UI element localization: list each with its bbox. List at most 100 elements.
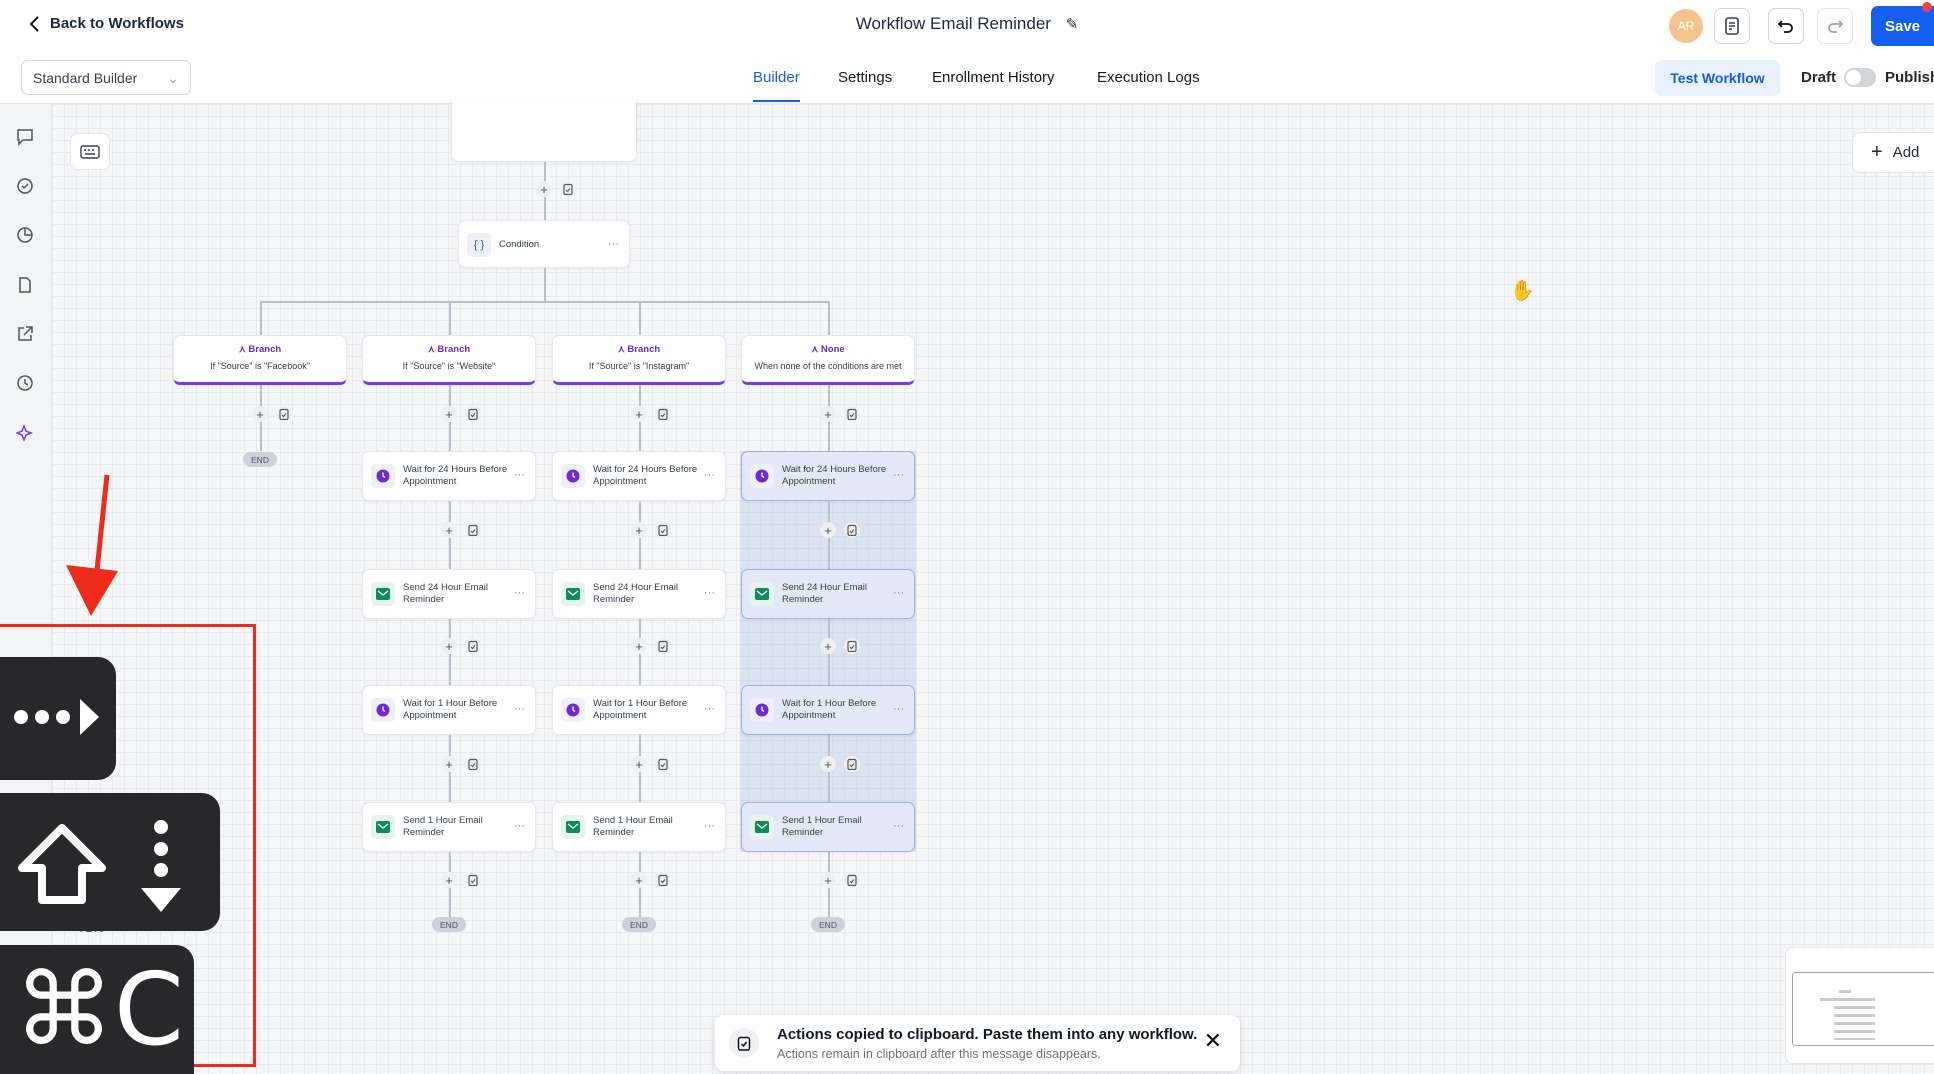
add-step-button[interactable]: + [441,756,457,772]
add-step-button[interactable]: + [631,406,647,422]
wait-step-node[interactable]: Wait for 24 Hours Before Appointment ··· [362,451,536,501]
tab-settings[interactable]: Settings [838,69,893,86]
back-to-workflows-link[interactable]: Back to Workflows [28,15,184,32]
more-options-icon[interactable]: ··· [514,703,525,715]
more-options-icon[interactable]: ··· [704,469,715,481]
step-label: Wait for 24 Hours Before Appointment [593,464,698,487]
file-icon[interactable] [10,270,40,300]
wait-step-node[interactable]: Wait for 1 Hour Before Appointment ··· [552,685,726,735]
close-icon[interactable]: ✕ [1203,1028,1222,1053]
wait-step-node[interactable]: Wait for 1 Hour Before Appointment ··· [741,685,915,735]
paste-clipboard-button[interactable] [844,522,860,538]
more-options-icon[interactable]: ··· [704,820,715,832]
paste-clipboard-button[interactable] [655,756,671,772]
email-step-node[interactable]: Send 1 Hour Email Reminder ··· [552,802,726,852]
connector-line [828,301,830,335]
wait-step-node[interactable]: Wait for 24 Hours Before Appointment ··· [552,451,726,501]
more-options-icon[interactable]: ··· [704,703,715,715]
wait-step-node[interactable]: Wait for 1 Hour Before Appointment ··· [362,685,536,735]
paste-clipboard-button[interactable] [844,638,860,654]
branch-node[interactable]: ⋏ Branch If "Source" is "Facebook" [173,335,347,385]
clipboard-icon [658,758,668,770]
minimap-viewport[interactable] [1792,972,1934,1046]
paste-clipboard-button[interactable] [465,872,481,888]
more-options-icon[interactable]: ··· [514,469,525,481]
paste-clipboard-button[interactable] [844,872,860,888]
cmd-c-icon: ⌘C [14,951,184,1068]
more-options-icon[interactable]: ··· [608,238,619,250]
redo-button[interactable] [1817,8,1853,44]
pie-chart-icon[interactable] [10,220,40,250]
add-step-button[interactable]: + [441,638,457,654]
test-workflow-button[interactable]: Test Workflow [1655,60,1780,96]
save-button[interactable]: Save [1871,6,1934,46]
more-options-icon[interactable]: ··· [514,587,525,599]
wait-step-node[interactable]: Wait for 24 Hours Before Appointment ··· [741,451,915,501]
add-step-button[interactable]: + [441,522,457,538]
minimap-preview [1820,990,1875,1040]
paste-clipboard-button[interactable] [844,406,860,422]
paste-clipboard-button[interactable] [655,522,671,538]
email-step-node[interactable]: Send 1 Hour Email Reminder ··· [741,802,915,852]
add-step-button[interactable]: + [631,522,647,538]
paste-clipboard-button[interactable] [465,638,481,654]
notes-button[interactable] [1714,8,1750,44]
branch-node[interactable]: ⋏ Branch If "Source" is "Instagram" [552,335,726,385]
add-step-button[interactable]: + [441,406,457,422]
external-link-icon[interactable] [10,319,40,349]
edit-pencil-icon[interactable]: ✎ [1065,16,1079,33]
add-step-button[interactable]: + [820,756,836,772]
add-step-button[interactable]: + [631,872,647,888]
more-options-icon[interactable]: ··· [893,469,904,481]
email-step-node[interactable]: Send 24 Hour Email Reminder ··· [741,569,915,619]
avatar[interactable]: AR [1669,9,1703,43]
more-options-icon[interactable]: ··· [704,587,715,599]
builder-select[interactable]: Standard Builder ⌄ [21,60,191,95]
paste-clipboard-button[interactable] [560,181,576,197]
add-step-button[interactable]: + [441,872,457,888]
add-step-button[interactable]: + [536,181,552,197]
paste-clipboard-button[interactable] [465,756,481,772]
branch-node[interactable]: ⋏ None When none of the conditions are me… [741,335,915,385]
history-icon[interactable] [10,368,40,398]
paste-clipboard-button[interactable] [655,872,671,888]
keyboard-shortcuts-button[interactable] [70,133,110,170]
paste-clipboard-button[interactable] [465,522,481,538]
email-step-node[interactable]: Send 24 Hour Email Reminder ··· [362,569,536,619]
paste-clipboard-button[interactable] [655,406,671,422]
add-step-button[interactable]: + [631,756,647,772]
paste-clipboard-button[interactable] [655,638,671,654]
email-step-node[interactable]: Send 24 Hour Email Reminder ··· [552,569,726,619]
minimap[interactable] [1785,947,1934,1064]
previous-node[interactable] [451,100,637,162]
paste-clipboard-button[interactable] [276,406,292,422]
add-step-button[interactable]: + [252,406,268,422]
add-step-button[interactable]: + [820,406,836,422]
tab-enrollment-history[interactable]: Enrollment History [932,69,1055,86]
condition-node[interactable]: { } Condition ··· [458,220,630,268]
clipboard-icon [468,874,478,886]
workflow-canvas[interactable] [52,104,1934,1074]
branch-condition: If "Source" is "Facebook" [210,361,310,371]
add-step-button[interactable]: + [820,522,836,538]
check-circle-icon[interactable] [10,171,40,201]
more-options-icon[interactable]: ··· [893,587,904,599]
add-step-button[interactable]: + [820,872,836,888]
more-options-icon[interactable]: ··· [893,703,904,715]
tab-execution-logs[interactable]: Execution Logs [1097,69,1200,86]
add-button[interactable]: + Add [1852,132,1934,173]
more-options-icon[interactable]: ··· [514,820,525,832]
paste-clipboard-button[interactable] [465,406,481,422]
add-step-button[interactable]: + [631,638,647,654]
email-step-node[interactable]: Send 1 Hour Email Reminder ··· [362,802,536,852]
undo-button[interactable] [1768,8,1804,44]
ai-sparkle-icon[interactable] [10,418,40,448]
branch-node[interactable]: ⋏ Branch If "Source" is "Website" [362,335,536,385]
add-step-button[interactable]: + [820,638,836,654]
paste-clipboard-button[interactable] [844,756,860,772]
comment-icon[interactable] [10,122,40,152]
chevron-down-icon: ⌄ [167,70,179,86]
more-options-icon[interactable]: ··· [893,820,904,832]
publish-toggle[interactable] [1844,68,1876,87]
tab-builder[interactable]: Builder [753,69,800,102]
